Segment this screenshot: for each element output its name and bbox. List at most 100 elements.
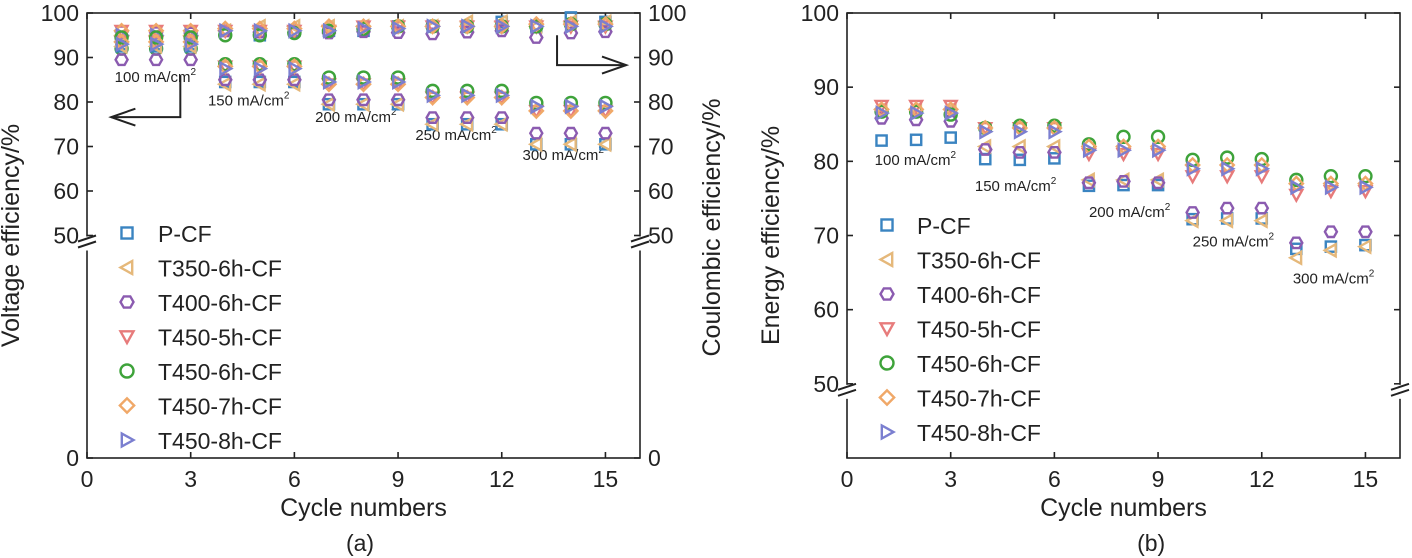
data-point-b <box>909 133 923 147</box>
data-point-b <box>979 123 994 140</box>
legend-marker-a <box>120 226 134 240</box>
arrow-left <box>111 75 182 119</box>
data-point-a <box>530 18 545 35</box>
data-point-a <box>115 36 131 53</box>
y-tick-label-b: 100 <box>801 0 839 26</box>
data-point-a <box>183 53 199 67</box>
data-point-b <box>1288 236 1304 250</box>
panel-caption-a: (a) <box>346 530 374 556</box>
legend-label-a: T400-6h-CF <box>158 290 282 316</box>
data-point-a <box>288 22 303 39</box>
y-tick-label-b: 70 <box>813 223 839 249</box>
data-point-a <box>217 73 233 87</box>
x-tick-label-a: 9 <box>392 466 405 492</box>
x-tick-label-b: 9 <box>1152 466 1165 492</box>
legend-marker-b <box>879 287 895 301</box>
data-point-b <box>875 105 891 122</box>
data-point-a <box>356 93 371 107</box>
legend-marker-b <box>878 322 896 338</box>
current-density-label-a: 200 mA/cm2 <box>315 107 397 126</box>
data-point-a <box>459 111 475 125</box>
data-point-a <box>530 98 545 115</box>
data-point-b <box>1116 129 1131 145</box>
current-density-label-a: 150 mA/cm2 <box>208 91 290 110</box>
legend-marker-a <box>118 258 134 277</box>
data-point-a <box>150 36 165 53</box>
axis-break-right-b <box>1390 388 1410 397</box>
data-point-a <box>253 22 269 39</box>
data-point-b <box>1218 212 1234 229</box>
axis-break-left-a <box>77 234 97 243</box>
data-point-a <box>219 22 234 39</box>
data-point-b <box>1047 145 1062 159</box>
y-tick-label-right-a: 100 <box>648 0 686 26</box>
legend-marker-a <box>118 330 136 346</box>
legend-marker-b <box>878 388 896 407</box>
superscript: 2 <box>1268 232 1274 243</box>
legend-marker-a <box>120 431 136 449</box>
axis-break-right-a <box>630 234 650 243</box>
data-point-a <box>564 18 580 35</box>
current-density-label-a: 100 mA/cm2 <box>115 67 197 86</box>
legend-marker-b <box>879 355 895 371</box>
legend-label-a: T450-7h-CF <box>158 394 282 420</box>
data-point-a <box>564 98 580 115</box>
data-point-a <box>493 116 508 133</box>
data-point-b <box>1186 160 1202 177</box>
data-point-a <box>114 53 129 67</box>
data-point-b <box>944 131 957 144</box>
axis-break-left-b <box>837 388 857 397</box>
legend-label-b: T350-6h-CF <box>917 248 1041 274</box>
data-point-b <box>1117 142 1132 159</box>
y-tick-label-right-a: 70 <box>648 134 674 160</box>
data-point-a <box>251 76 266 93</box>
x-tick-label-a: 15 <box>593 466 619 492</box>
x-tick-label-b: 12 <box>1249 466 1275 492</box>
x-tick-label-b: 15 <box>1353 466 1379 492</box>
data-point-a <box>562 136 577 153</box>
superscript: 2 <box>284 91 290 102</box>
data-point-a <box>495 87 511 104</box>
legend-marker-a <box>119 295 135 309</box>
data-point-a <box>425 111 440 125</box>
data-point-a <box>599 18 614 35</box>
data-point-b <box>1045 138 1061 155</box>
legend-label-b: T450-6h-CF <box>917 351 1041 377</box>
data-point-a <box>219 60 234 77</box>
y-tick-label-left-a: 70 <box>53 134 79 160</box>
data-point-a <box>321 93 337 107</box>
data-point-a <box>288 60 303 77</box>
data-point-b <box>1011 121 1028 137</box>
data-point-a <box>494 111 510 125</box>
y-axis-label-b: Energy efficiency/% <box>757 126 785 345</box>
data-point-b <box>910 105 925 122</box>
data-point-a <box>495 18 511 35</box>
superscript: 2 <box>391 107 397 118</box>
legend-label-b: T450-7h-CF <box>917 386 1041 412</box>
axis-break-right-a <box>630 240 650 249</box>
axis-break-left-a <box>77 240 97 249</box>
data-point-a <box>458 116 474 133</box>
superscript: 2 <box>951 150 957 161</box>
data-point-b <box>1152 142 1167 159</box>
legend-marker-b <box>880 218 894 232</box>
current-density-label-b: 300 mA/cm2 <box>1293 269 1375 288</box>
y-tick-label-right-a: 90 <box>648 45 674 71</box>
legend-label-b: T450-5h-CF <box>917 317 1041 343</box>
arrow-right-head <box>601 55 630 75</box>
x-tick-label-b: 6 <box>1048 466 1061 492</box>
superscript: 2 <box>491 125 497 136</box>
data-point-b <box>1359 179 1374 196</box>
legend-label-b: T400-6h-CF <box>917 282 1041 308</box>
y-tick-label-b: 60 <box>813 297 839 323</box>
x-axis-label-a: Cycle numbers <box>280 494 447 522</box>
data-point-b <box>1013 153 1027 167</box>
data-point-b <box>1011 138 1026 155</box>
legend-label-a: P-CF <box>158 221 212 247</box>
data-point-b <box>1046 121 1063 137</box>
data-point-b <box>1290 179 1305 196</box>
superscript: 2 <box>1051 176 1057 187</box>
panel-caption-b: (b) <box>1137 530 1165 556</box>
data-point-b <box>1324 179 1340 196</box>
